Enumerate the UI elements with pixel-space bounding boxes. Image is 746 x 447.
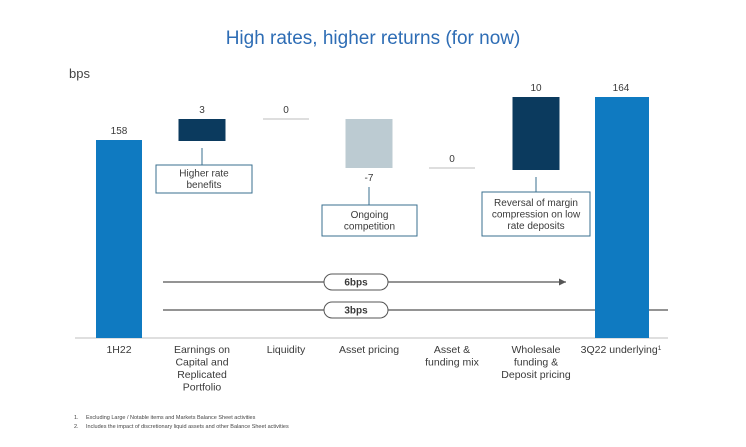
- callout-box: [321, 204, 418, 237]
- footnote-number: 2.: [74, 424, 79, 430]
- unit-label: bps: [69, 66, 90, 81]
- callout-text: Higher rate: [179, 169, 229, 180]
- category-label: Wholesale: [511, 344, 560, 356]
- footnote: 1. Excluding Large / Notable items and M…: [74, 414, 289, 423]
- bracket-label: 6bps: [344, 278, 368, 289]
- category-label: Portfolio: [183, 382, 222, 394]
- category-label: 1H22: [106, 344, 131, 356]
- chart-title: High rates, higher returns (for now): [225, 28, 521, 49]
- footnotes: 1. Excluding Large / Notable items and M…: [74, 414, 289, 432]
- waterfall-chart: 6bps 3bps 158 3 0 -7 0 10 164 Higher ratebenefits…: [75, 83, 668, 394]
- callout-text: benefits: [186, 180, 221, 191]
- total-bar: [96, 140, 142, 338]
- increase-bar: [512, 97, 560, 170]
- category-label: Asset &: [434, 344, 470, 356]
- total-bar: [595, 97, 649, 338]
- callout-text: competition: [344, 222, 395, 233]
- category-label: funding &: [514, 357, 558, 369]
- callout-box: [155, 164, 253, 194]
- bracket-arrowhead: [559, 278, 566, 286]
- category-label: Replicated: [177, 369, 227, 381]
- callout-text: Reversal of margin: [494, 198, 578, 209]
- callout-text: compression on low: [492, 209, 581, 220]
- category-label: funding mix: [425, 357, 479, 369]
- data-label: 0: [283, 105, 289, 116]
- bracket-label: 3bps: [344, 306, 368, 317]
- category-label: Asset pricing: [339, 344, 399, 356]
- category-label: Liquidity: [267, 344, 306, 356]
- increase-bar: [178, 119, 226, 141]
- decrease-bar: [345, 119, 393, 168]
- category-label: Capital and: [175, 357, 228, 369]
- footnote-text: Excluding Large / Notable items and Mark…: [86, 415, 256, 421]
- footnote-number: 1.: [74, 415, 79, 421]
- category-label: 3Q22 underlying1: [581, 344, 662, 356]
- data-label: -7: [365, 173, 374, 184]
- bracket-pill: [323, 301, 389, 319]
- footnote-text: Includes the impact of discretionary liq…: [86, 424, 289, 430]
- category-label: Deposit pricing: [501, 369, 571, 381]
- data-label: 164: [613, 83, 630, 94]
- bracket-pill: [323, 273, 389, 291]
- data-label: 3: [199, 105, 205, 116]
- data-label: 10: [530, 83, 542, 94]
- data-label: 158: [111, 126, 128, 137]
- footnote-marker: 1: [658, 345, 662, 352]
- footnote: 2. Includes the impact of discretionary …: [74, 423, 289, 432]
- callout-box: [481, 191, 591, 237]
- data-label: 0: [449, 154, 455, 165]
- callout-text: rate deposits: [507, 221, 564, 232]
- category-label: Earnings on: [174, 344, 230, 356]
- callout-text: Ongoing: [351, 210, 389, 221]
